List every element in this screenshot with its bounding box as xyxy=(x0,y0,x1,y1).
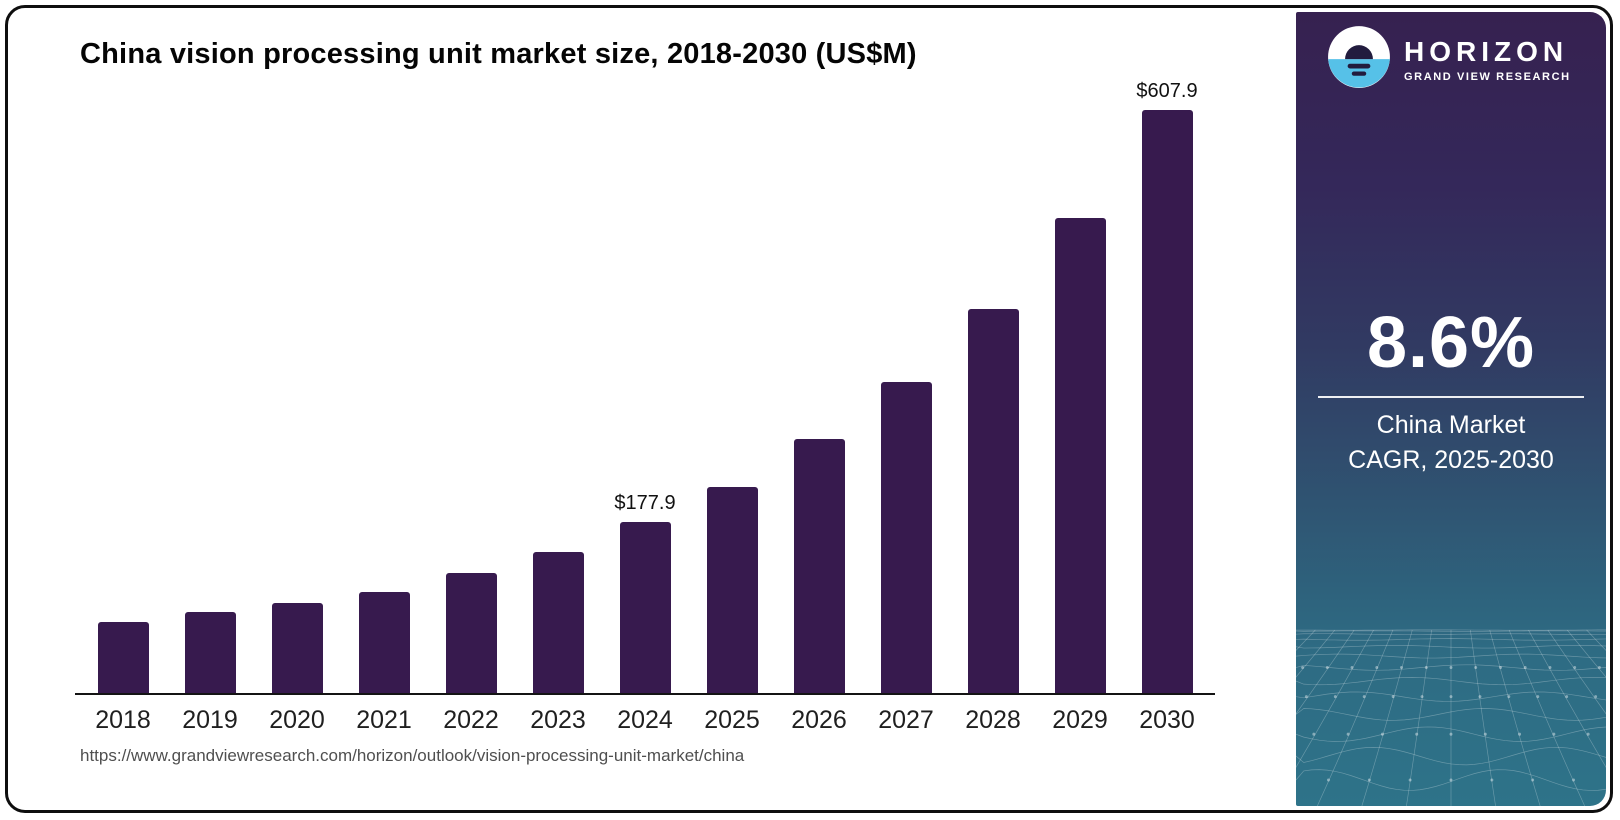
bar-chart: 2018 2019 2020 2021 2022 2023 $177.9 2024 2025 20… xyxy=(75,80,1215,734)
sidebar: HORIZON GRAND VIEW RESEARCH 8.6% China M… xyxy=(1296,12,1606,806)
x-tick-label-2029: 2029 xyxy=(1052,706,1108,734)
bar-2025 xyxy=(706,487,758,694)
x-tick-label-2022: 2022 xyxy=(443,706,499,734)
bar-column-2022: 2022 xyxy=(443,80,499,734)
bar-value-label-2030: $607.9 xyxy=(1136,80,1198,102)
x-tick-label-2019: 2019 xyxy=(182,706,238,734)
stat-block: 8.6% China Market CAGR, 2025-2030 xyxy=(1296,302,1606,478)
bar-column-2029: 2029 xyxy=(1052,80,1108,734)
x-tick-label-2028: 2028 xyxy=(965,706,1021,734)
x-tick-label-2027: 2027 xyxy=(878,706,934,734)
bar-column-2018: 2018 xyxy=(95,80,151,734)
bar-value-label-2024: $177.9 xyxy=(614,492,676,514)
bar-column-2023: 2023 xyxy=(530,80,586,734)
bar-2023 xyxy=(532,552,584,694)
bar-2018 xyxy=(97,622,149,694)
mesh-svg xyxy=(1296,629,1606,806)
x-tick-label-2025: 2025 xyxy=(704,706,760,734)
bar-2020 xyxy=(271,603,323,694)
bar-column-2028: 2028 xyxy=(965,80,1021,734)
x-tick-label-2024: 2024 xyxy=(617,706,673,734)
bar-2021 xyxy=(358,592,410,694)
source-url: https://www.grandviewresearch.com/horizo… xyxy=(80,746,745,765)
bar-column-2025: 2025 xyxy=(704,80,760,734)
bar-column-2024: $177.9 2024 xyxy=(614,80,675,734)
brand-text: HORIZON GRAND VIEW RESEARCH xyxy=(1404,31,1571,84)
bar-2024 xyxy=(619,522,671,694)
bar-2027 xyxy=(880,382,932,694)
stat-caption-line1: China Market xyxy=(1376,411,1526,439)
bar-2028 xyxy=(967,309,1019,694)
bar-column-2020: 2020 xyxy=(269,80,325,734)
horizon-sun-over-water-icon xyxy=(1328,26,1390,88)
x-axis-line xyxy=(75,693,1215,695)
x-tick-label-2020: 2020 xyxy=(269,706,325,734)
x-tick-label-2030: 2030 xyxy=(1139,706,1195,734)
bar-2019 xyxy=(184,612,236,694)
x-tick-label-2021: 2021 xyxy=(356,706,412,734)
brand-logo-block: HORIZON GRAND VIEW RESEARCH xyxy=(1326,24,1571,90)
bar-column-2026: 2026 xyxy=(791,80,847,734)
brand-subtitle: GRAND VIEW RESEARCH xyxy=(1404,71,1571,83)
bar-2029 xyxy=(1054,218,1106,694)
bar-column-2030: $607.9 2030 xyxy=(1136,80,1197,734)
chart-title: China vision processing unit market size… xyxy=(80,38,917,70)
wireframe-mesh-decoration xyxy=(1296,626,1606,806)
bar-2022 xyxy=(445,573,497,694)
bar-column-2027: 2027 xyxy=(878,80,934,734)
cagr-value: 8.6% xyxy=(1366,303,1536,383)
bar-column-2019: 2019 xyxy=(182,80,238,734)
bar-2026 xyxy=(793,439,845,694)
bar-column-2021: 2021 xyxy=(356,80,412,734)
bar-2030 xyxy=(1141,110,1193,694)
infographic-card: China vision processing unit market size… xyxy=(5,5,1613,813)
stat-divider xyxy=(1318,396,1584,398)
brand-name: HORIZON xyxy=(1404,36,1569,67)
x-tick-label-2026: 2026 xyxy=(791,706,847,734)
x-tick-label-2018: 2018 xyxy=(95,706,151,734)
stat-caption-line2: CAGR, 2025-2030 xyxy=(1348,446,1554,474)
x-tick-label-2023: 2023 xyxy=(530,706,586,734)
